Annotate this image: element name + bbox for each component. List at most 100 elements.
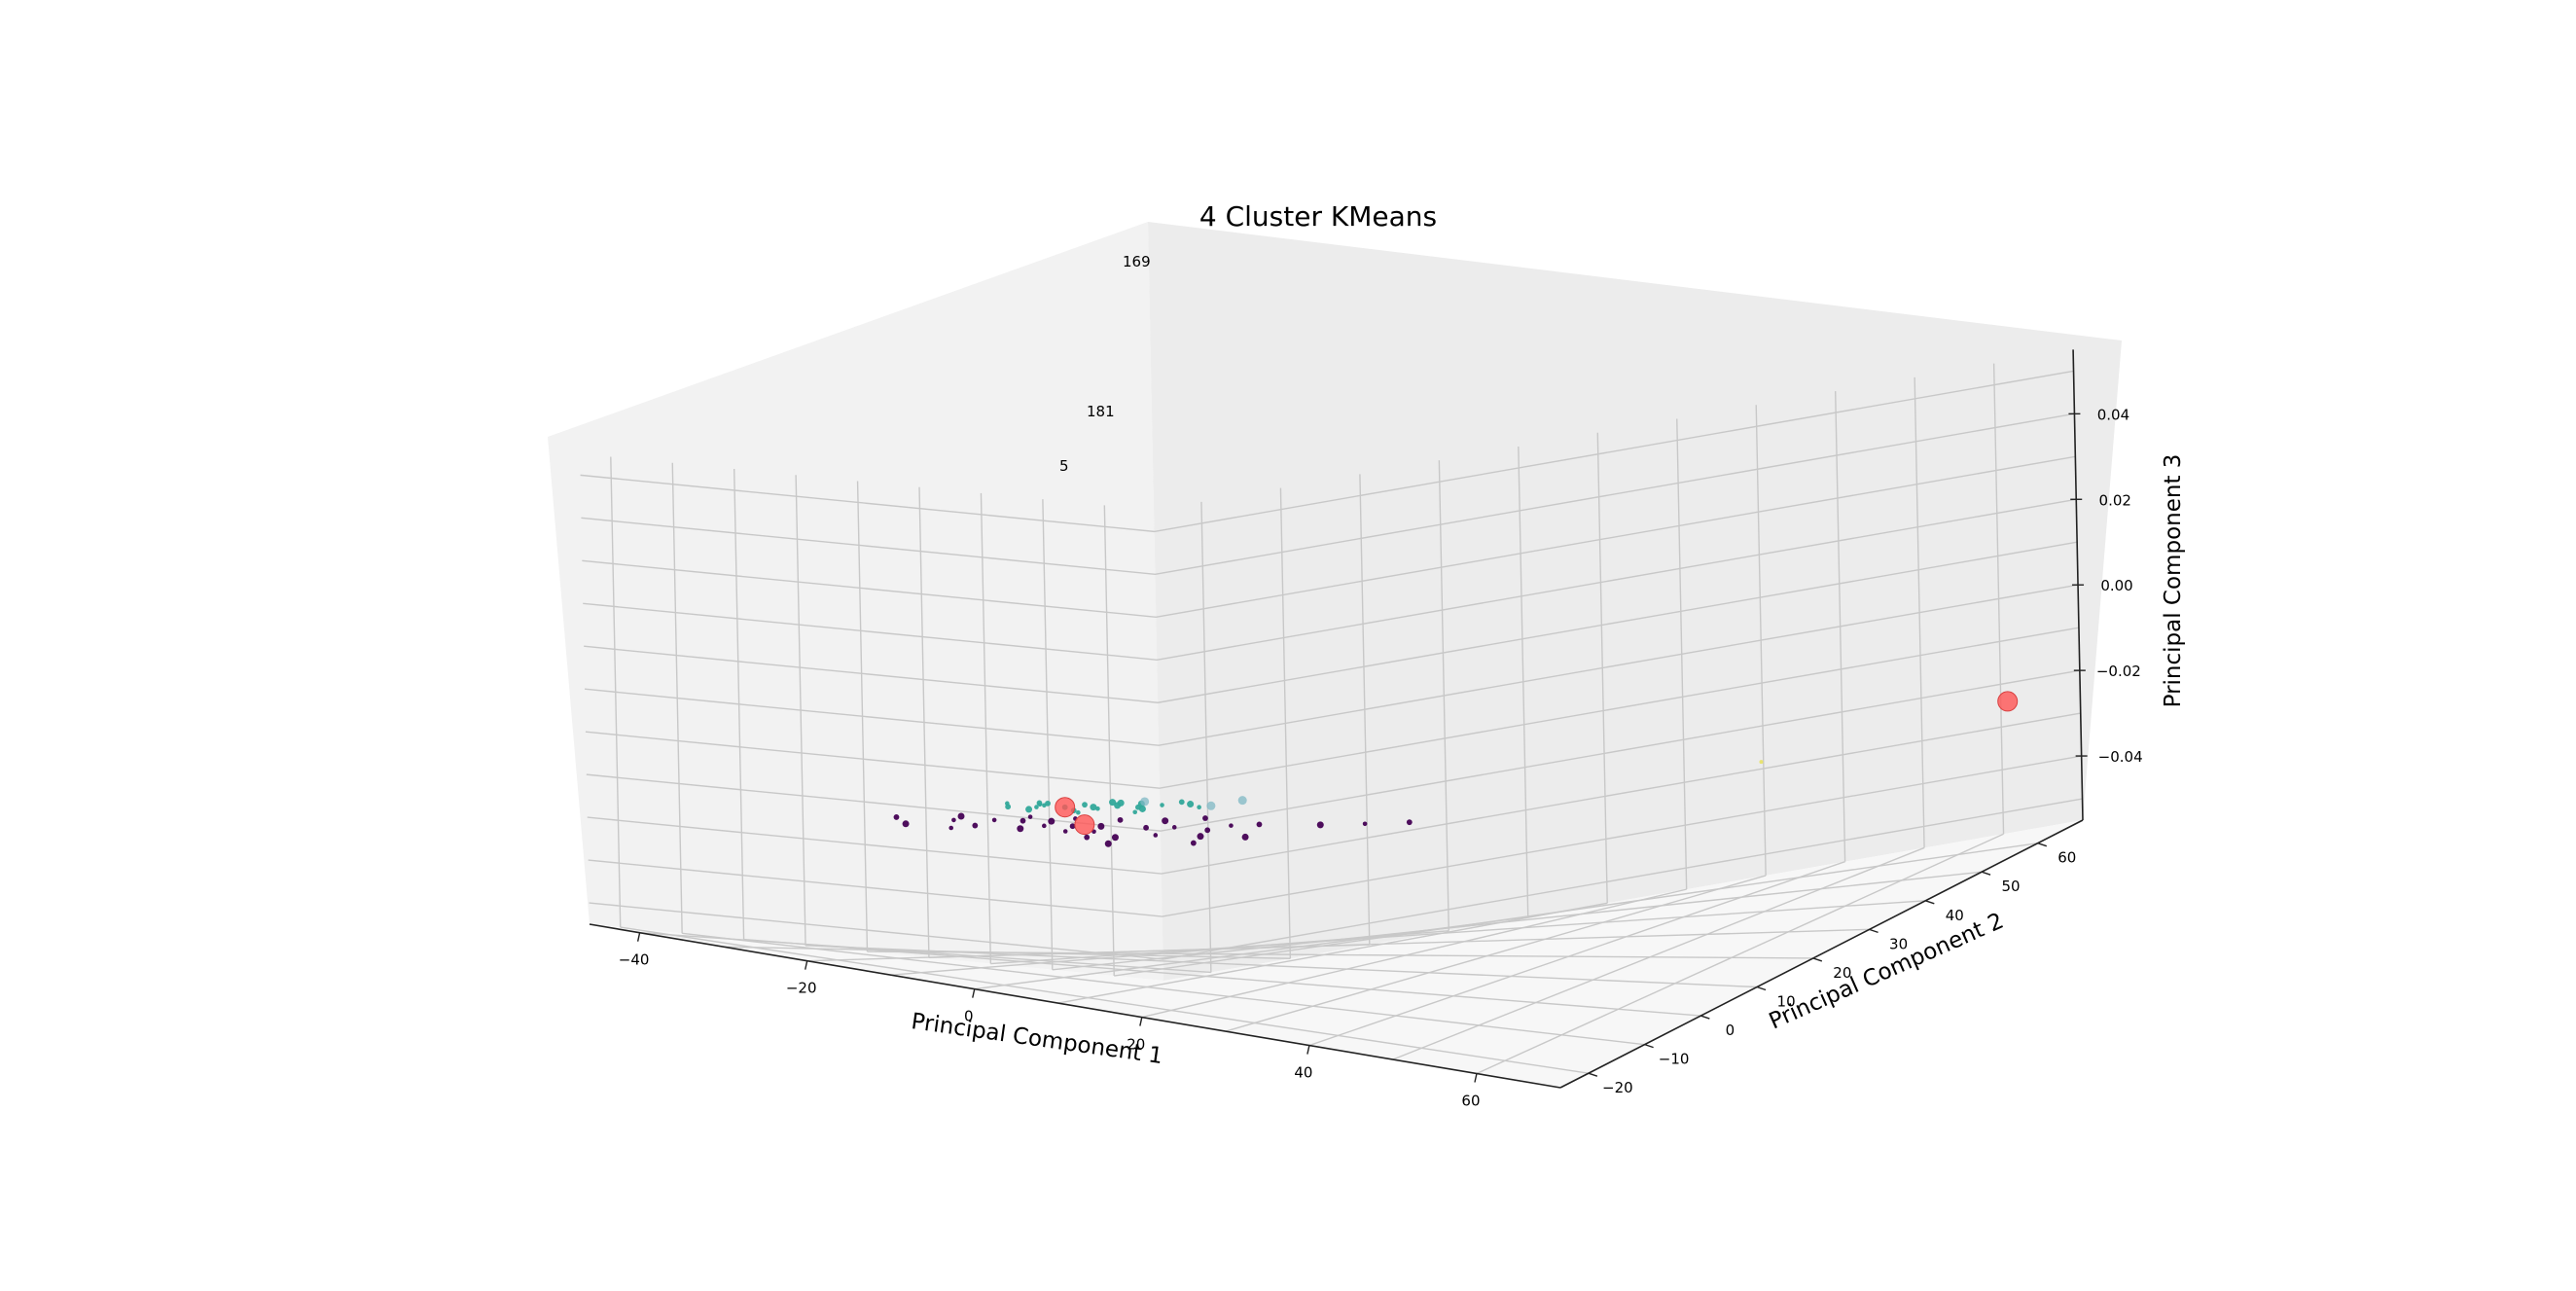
data-point: [1132, 809, 1138, 815]
data-point: [1204, 827, 1211, 834]
z-tick-label: −0.02: [2096, 663, 2141, 680]
y-tick-mark: [1644, 1043, 1654, 1049]
data-point: [1117, 816, 1124, 823]
data-point: [951, 817, 956, 823]
x-tick-mark: [1139, 1017, 1143, 1026]
data-point: [1187, 801, 1195, 808]
x-tick-mark: [972, 988, 976, 998]
y-tick-mark: [1700, 1015, 1710, 1020]
grid-line: [1057, 902, 1608, 1004]
data-point: [1197, 833, 1204, 841]
centroid-markers: [1055, 691, 2019, 836]
grid-line: [682, 932, 1645, 1046]
grid-line: [1052, 871, 1983, 971]
x-tick-mark: [1306, 1045, 1310, 1055]
annotation-label: 181: [1087, 403, 1115, 420]
data-point: [1759, 760, 1764, 765]
data-point: [902, 820, 910, 828]
x-axis-line: [589, 923, 1561, 1089]
y-tick-label: −20: [1602, 1079, 1633, 1096]
y-tick-label: 40: [1946, 907, 1964, 924]
data-point: [1076, 809, 1081, 815]
annotation-label: 5: [1059, 457, 1069, 475]
chart-title: 4 Cluster KMeans: [1199, 200, 1437, 233]
x-tick-mark: [1474, 1073, 1478, 1083]
grid-line: [581, 412, 2075, 576]
grid-line: [1476, 833, 2004, 1075]
centroid-marker: [1997, 691, 2019, 712]
data-point: [972, 822, 979, 829]
grid-line: [584, 541, 2078, 703]
x-tick-label: −40: [619, 951, 650, 969]
y-tick-label: 30: [1889, 935, 1908, 952]
grid-line: [586, 669, 2080, 832]
grid-line: [1308, 861, 1845, 1047]
y-tick-label: −10: [1659, 1051, 1690, 1068]
grid-line: [588, 755, 2082, 917]
data-point: [948, 825, 954, 831]
data-point: [1048, 817, 1055, 825]
y-tick-mark: [1588, 1072, 1598, 1077]
data-point: [1062, 829, 1068, 834]
grid-line: [585, 627, 2080, 789]
y-tick-mark: [1981, 871, 1991, 876]
grid-line: [580, 370, 2074, 533]
data-point: [1140, 797, 1150, 807]
x-tick-mark: [805, 960, 808, 970]
data-point: [1171, 825, 1177, 830]
data-point: [957, 812, 965, 820]
data-point: [1197, 805, 1201, 810]
data-point: [1206, 801, 1216, 810]
data-point: [1237, 796, 1247, 806]
data-point: [1090, 804, 1097, 811]
x-tick-label: 40: [1294, 1064, 1312, 1082]
centroid-marker: [1074, 814, 1095, 836]
data-point: [1162, 817, 1169, 825]
y-tick-label: 20: [1833, 964, 1851, 982]
grid-line: [1114, 842, 2038, 977]
x-tick-label: 20: [1127, 1036, 1145, 1054]
data-point: [1111, 834, 1119, 842]
grid-line: [589, 798, 2083, 960]
z-tick-label: 0.02: [2099, 491, 2131, 509]
grid-line: [583, 498, 2077, 661]
data-point: [1017, 825, 1024, 833]
data-point: [1362, 821, 1368, 827]
data-point: [1027, 814, 1033, 819]
y-tick-label: 50: [2002, 878, 2021, 895]
data-point: [1202, 815, 1208, 821]
y-tick-label: 0: [1726, 1022, 1735, 1039]
data-point: [1025, 806, 1033, 813]
data-point: [1256, 821, 1263, 828]
data-point: [1316, 821, 1324, 829]
data-point: [1097, 822, 1105, 830]
y-tick-label: 60: [2057, 849, 2076, 867]
data-point: [1138, 805, 1146, 812]
data-point: [1143, 824, 1149, 831]
data-point: [1190, 840, 1197, 846]
data-point: [1160, 803, 1164, 807]
data-point: [1034, 805, 1039, 809]
data-point: [1082, 802, 1088, 808]
x-tick-mark: [636, 932, 641, 942]
data-point: [1069, 823, 1076, 830]
data-point: [1042, 823, 1047, 829]
data-point: [1178, 799, 1185, 806]
floor-pane: [590, 820, 2083, 1088]
data-point: [1104, 840, 1112, 847]
data-point: [1045, 800, 1051, 807]
grid-line: [582, 455, 2076, 619]
annotation-label: 169: [1123, 253, 1151, 270]
x-tick-label: 0: [964, 1008, 974, 1025]
z-tick-label: −0.04: [2098, 748, 2143, 766]
grid-line: [1141, 888, 1687, 1019]
y-tick-mark: [1812, 957, 1823, 962]
data-point: [1095, 806, 1100, 811]
data-point: [1020, 817, 1026, 824]
x-axis-label: Principal Component 1: [910, 1009, 1164, 1069]
data-point: [893, 814, 900, 820]
z-tick-label: 0.00: [2100, 577, 2132, 594]
tick-labels: −40 −20 0 20 40 60 −20 −10 0 10 20 30 40 50 60 −0.04 −0.…: [619, 406, 2143, 1109]
